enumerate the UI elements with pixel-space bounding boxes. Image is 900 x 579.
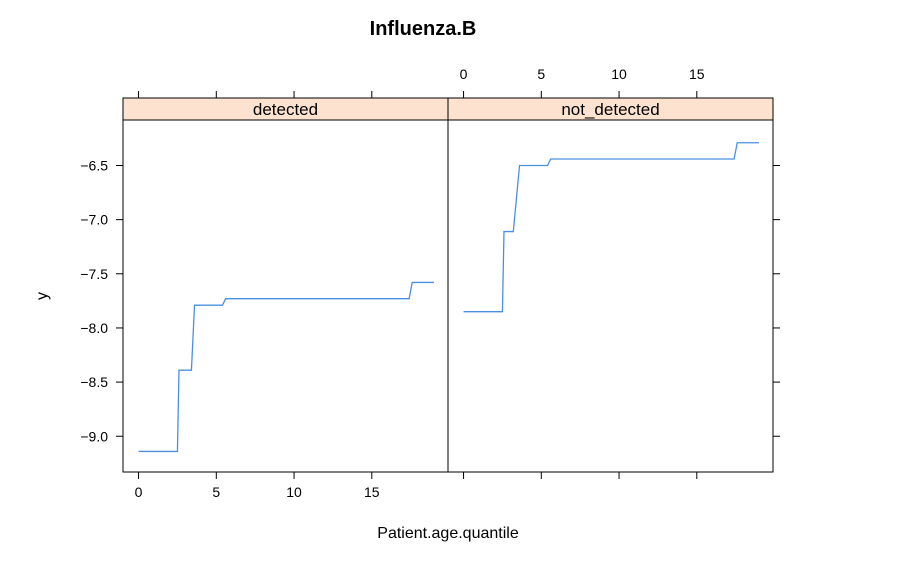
x-tick-label: 5 [537,66,545,82]
chart-title: Influenza.B [370,18,477,40]
x-tick-label: 0 [135,484,143,500]
bottom-ticks-not-detected [463,472,698,479]
y-tick-label: −9.0 [80,428,108,444]
plot-frame-not-detected [447,119,774,473]
y-tick-label: −6.5 [80,157,108,173]
panel-detected: detected 0 5 10 15 −9.0 −8.5 −8.0 −7.5 −7.0 −6.5 [80,91,449,500]
top-ticks-not-detected: 0 5 10 15 [460,66,705,98]
x-tick-label: 10 [286,484,302,500]
y-tick-label: −8.5 [80,374,108,390]
x-tick-label: 5 [212,484,220,500]
x-tick-label: 0 [460,66,468,82]
y-tick-label: −8.0 [80,320,108,336]
y-tick-label: −7.5 [80,266,108,282]
x-tick-label: 10 [611,66,627,82]
strip-label-not-detected: not_detected [561,100,659,119]
bottom-ticks-detected: 0 5 10 15 [135,472,380,500]
y-tick-label: −7.0 [80,212,108,228]
x-tick-label: 15 [689,66,705,82]
y-axis-ticks-right [773,164,780,437]
x-tick-label: 15 [364,484,380,500]
strip-label-detected: detected [253,100,318,119]
plot-frame-detected [122,119,449,473]
panel-not-detected: not_detected 0 5 10 15 [447,66,780,479]
series-line-not-detected [463,142,759,313]
y-axis-label: y [34,292,51,300]
top-ticks-detected [138,91,373,98]
y-axis-ticks: −9.0 −8.5 −8.0 −7.5 −7.0 −6.5 [80,157,123,444]
x-axis-label: Patient.age.quantile [377,525,519,542]
series-line-detected [138,281,434,453]
